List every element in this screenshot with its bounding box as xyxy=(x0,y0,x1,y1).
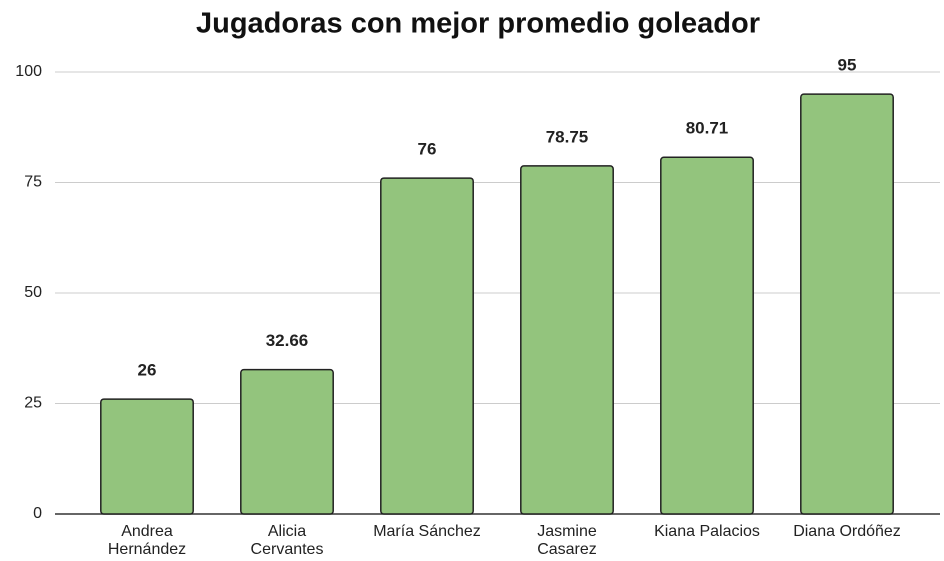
x-tick-label: María Sánchez xyxy=(373,523,481,540)
chart-title: Jugadoras con mejor promedio goleador xyxy=(196,8,760,40)
bar xyxy=(520,165,614,515)
y-tick-label: 75 xyxy=(24,174,42,191)
data-label: 32.66 xyxy=(266,331,309,350)
data-label: 78.75 xyxy=(546,127,589,146)
bar xyxy=(660,156,754,515)
x-tick-label: Jasmine Casarez xyxy=(537,523,597,558)
data-label: 95 xyxy=(838,56,857,75)
x-tick-label: Alicia Cervantes xyxy=(251,523,324,558)
data-label: 76 xyxy=(418,140,437,159)
y-tick-label: 0 xyxy=(33,505,42,522)
bar xyxy=(240,368,334,515)
bar xyxy=(100,398,194,515)
bar xyxy=(380,177,474,515)
bar xyxy=(800,93,894,515)
x-tick-label: Diana Ordóñez xyxy=(793,523,901,540)
y-tick-label: 25 xyxy=(24,395,42,412)
y-tick-label: 100 xyxy=(15,63,42,80)
x-tick-label: Andrea Hernández xyxy=(108,523,186,558)
data-label: 80.71 xyxy=(686,119,729,138)
x-tick-label: Kiana Palacios xyxy=(654,523,760,540)
data-label: 26 xyxy=(138,361,157,380)
y-tick-label: 50 xyxy=(24,284,42,301)
